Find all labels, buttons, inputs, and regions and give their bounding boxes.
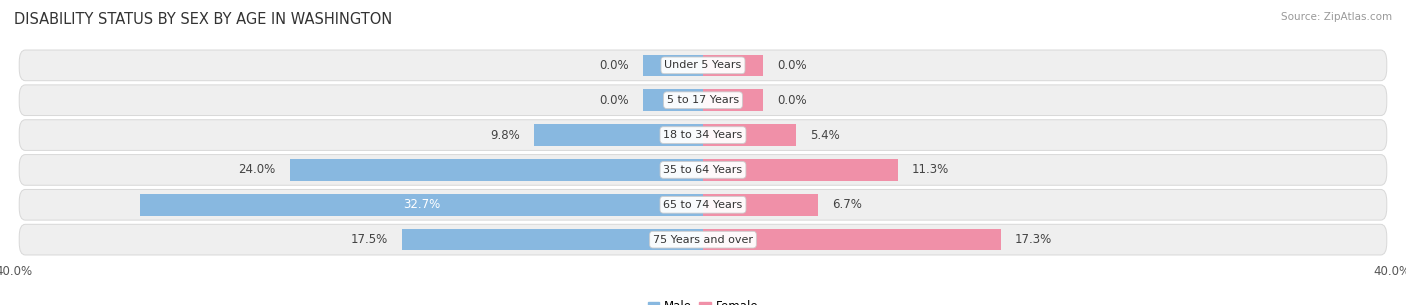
Bar — [290, 159, 703, 181]
Text: Source: ZipAtlas.com: Source: ZipAtlas.com — [1281, 12, 1392, 22]
Text: 0.0%: 0.0% — [599, 94, 628, 107]
Bar — [139, 194, 703, 216]
FancyBboxPatch shape — [20, 85, 1386, 116]
Bar — [703, 229, 1001, 250]
Bar — [703, 124, 796, 146]
Text: Under 5 Years: Under 5 Years — [665, 60, 741, 70]
Legend: Male, Female: Male, Female — [643, 296, 763, 305]
Bar — [643, 55, 703, 76]
Text: 17.5%: 17.5% — [350, 233, 388, 246]
FancyBboxPatch shape — [20, 189, 1386, 220]
Text: 75 Years and over: 75 Years and over — [652, 235, 754, 245]
FancyBboxPatch shape — [20, 224, 1386, 255]
FancyBboxPatch shape — [20, 120, 1386, 150]
Text: 17.3%: 17.3% — [1015, 233, 1052, 246]
Bar — [703, 194, 818, 216]
Bar — [703, 55, 763, 76]
Text: 18 to 34 Years: 18 to 34 Years — [664, 130, 742, 140]
Bar — [402, 229, 703, 250]
Text: 24.0%: 24.0% — [239, 163, 276, 176]
Text: 9.8%: 9.8% — [491, 129, 520, 142]
FancyBboxPatch shape — [20, 50, 1386, 81]
Text: 0.0%: 0.0% — [778, 59, 807, 72]
Text: DISABILITY STATUS BY SEX BY AGE IN WASHINGTON: DISABILITY STATUS BY SEX BY AGE IN WASHI… — [14, 12, 392, 27]
Text: 35 to 64 Years: 35 to 64 Years — [664, 165, 742, 175]
Bar — [534, 124, 703, 146]
Text: 32.7%: 32.7% — [402, 198, 440, 211]
Bar — [703, 159, 897, 181]
Text: 65 to 74 Years: 65 to 74 Years — [664, 200, 742, 210]
Text: 0.0%: 0.0% — [778, 94, 807, 107]
Bar — [643, 89, 703, 111]
Text: 5.4%: 5.4% — [810, 129, 839, 142]
Text: 11.3%: 11.3% — [911, 163, 949, 176]
FancyBboxPatch shape — [20, 155, 1386, 185]
Text: 6.7%: 6.7% — [832, 198, 862, 211]
Text: 0.0%: 0.0% — [599, 59, 628, 72]
Text: 5 to 17 Years: 5 to 17 Years — [666, 95, 740, 105]
Bar — [703, 89, 763, 111]
